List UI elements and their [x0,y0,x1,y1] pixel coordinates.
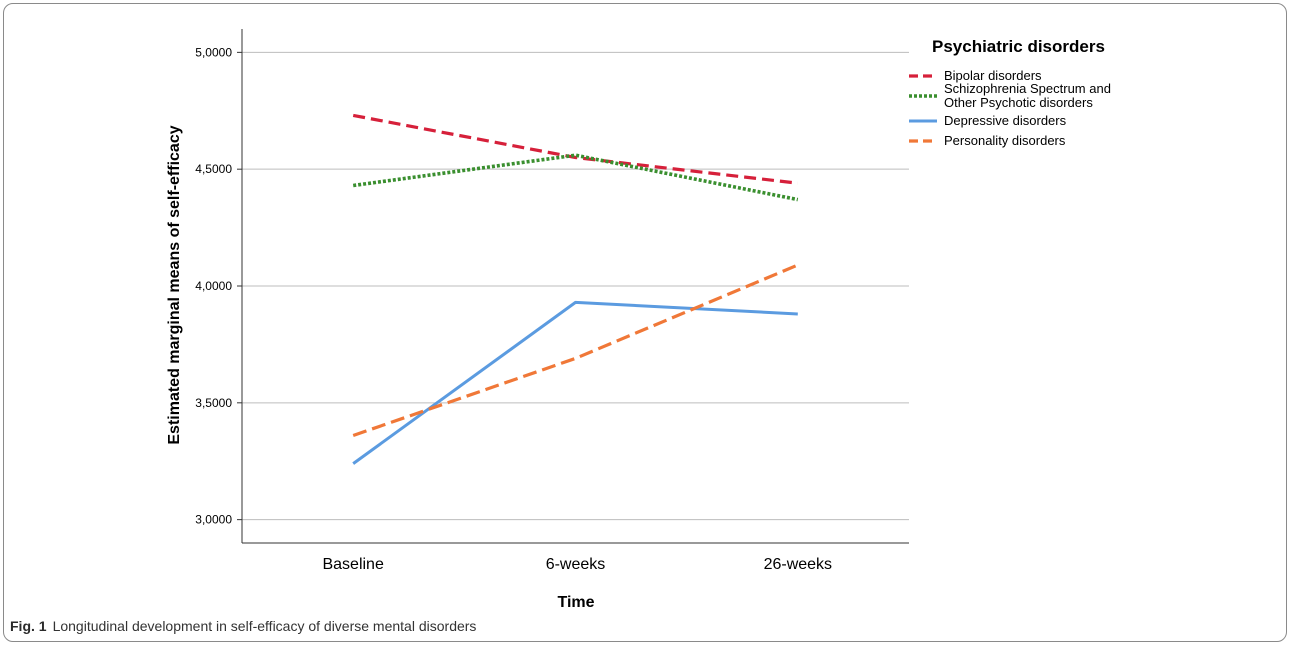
legend-title: Psychiatric disorders [932,37,1105,56]
x-tick-label: Baseline [322,556,383,573]
legend-label: Other Psychotic disorders [944,95,1093,110]
series-line [352,113,798,185]
gridlines [237,51,909,521]
figure-label: Fig. 1 [10,618,47,634]
data-series [352,113,799,465]
x-axis-title: Time [557,594,594,611]
y-axis-title: Estimated marginal means of self-efficac… [166,125,183,444]
legend: Psychiatric disorders Bipolar disordersS… [909,37,1111,148]
axes [241,29,909,544]
legend-label: Depressive disorders [944,113,1067,128]
legend-label: Schizophrenia Spectrum and [944,81,1111,96]
legend-label: Personality disorders [944,133,1066,148]
y-tick-label: 3,5000 [195,396,232,410]
x-tick-label: 26-weeks [764,556,832,573]
y-tick-label: 4,5000 [195,162,232,176]
x-tick-label: 6-weeks [546,556,606,573]
figure-caption-text: Longitudinal development in self-efficac… [52,618,477,634]
figure-caption: Fig. 1 Longitudinal development in self-e… [10,618,476,634]
figure-frame [3,3,1287,642]
legend-label: Bipolar disorders [944,68,1042,83]
y-tick-label: 4,0000 [195,279,232,293]
x-tick-labels: Baseline 6-weeks 26-weeks [322,556,832,573]
series-line [352,300,798,465]
series-line [352,153,799,202]
series-line [352,263,799,438]
y-tick-label: 3,0000 [195,513,232,527]
y-tick-labels: 3,0000 3,5000 4,0000 4,5000 5,0000 [195,45,232,526]
y-tick-label: 5,0000 [195,45,232,59]
